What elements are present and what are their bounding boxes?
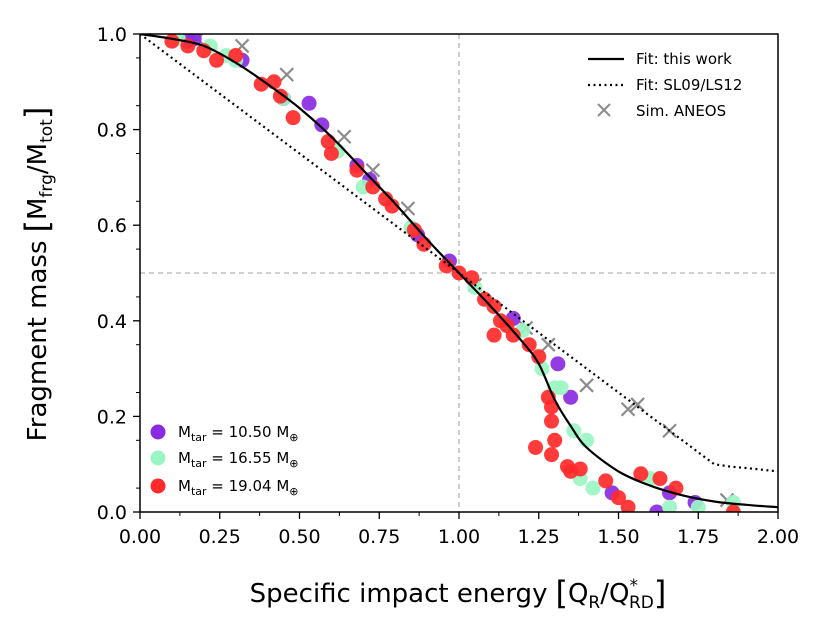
x-tick-label: 2.00 bbox=[757, 526, 799, 548]
scatter-point-series-3 bbox=[164, 34, 180, 49]
x-tick-label: 1.00 bbox=[438, 526, 480, 548]
legend-cross-marker bbox=[597, 103, 611, 117]
x-axis-label-qstar: Q bbox=[609, 579, 629, 609]
legend-fit-sl09: Fit: SL09/LS12 bbox=[636, 76, 742, 94]
scatter-point-series-3 bbox=[209, 52, 225, 68]
scatter-point-series-3 bbox=[633, 466, 649, 482]
scatter-point-series-1 bbox=[301, 95, 317, 111]
scatter-point-series-1 bbox=[314, 117, 330, 133]
scatter-point-series-3 bbox=[486, 298, 502, 314]
x-axis-label-q-sub: R bbox=[588, 593, 600, 613]
y-axis-label-m1-sub: frg bbox=[37, 174, 57, 197]
x-axis-label-q: Q bbox=[568, 579, 588, 609]
aneos-cross-point bbox=[620, 401, 636, 417]
scatter-point-series-3 bbox=[416, 236, 432, 252]
y-axis-label-m2: M bbox=[23, 143, 53, 165]
x-tick-label: 0.50 bbox=[278, 526, 320, 548]
fit-this-work-line bbox=[140, 34, 778, 509]
y-tick-label: 0.2 bbox=[97, 406, 127, 428]
x-tick-label: 0.75 bbox=[358, 526, 400, 548]
x-axis-label-qstar-sub: RD bbox=[629, 593, 654, 613]
scatter-point-series-3 bbox=[505, 327, 521, 343]
scatter-point-series-3 bbox=[563, 463, 579, 479]
scatter-point-series-3 bbox=[544, 447, 560, 463]
fit-sl09-line bbox=[140, 34, 778, 473]
legend-fits: Fit: this work Fit: SL09/LS12 Sim. ANEOS bbox=[588, 50, 742, 120]
legend-mass-dot-2 bbox=[150, 450, 166, 466]
x-tick-label: 0.25 bbox=[199, 526, 241, 548]
aneos-cross-point bbox=[579, 378, 594, 393]
scatter-point-series-3 bbox=[598, 473, 614, 489]
legend-mass-dot-3 bbox=[150, 478, 166, 494]
scatter-point-series-3 bbox=[253, 76, 269, 92]
legend-mass-2: Mtar = 16.55 M⊕ bbox=[178, 449, 299, 470]
x-axis-label-slash: / bbox=[600, 579, 609, 609]
scatter-point-series-3 bbox=[725, 504, 741, 512]
scatter-point-series-3 bbox=[528, 439, 544, 455]
y-axis-label-main: Fragment mass bbox=[23, 241, 53, 442]
fit-curves bbox=[140, 34, 778, 509]
y-axis-label-m1: M bbox=[23, 198, 53, 220]
legend-sim-aneos: Sim. ANEOS bbox=[636, 102, 726, 120]
scatter-point-series-3 bbox=[406, 222, 422, 238]
legend-mass-3: Mtar = 19.04 M⊕ bbox=[178, 477, 299, 498]
scatter-point-series-3 bbox=[323, 146, 339, 161]
scatter-point-series-3 bbox=[272, 88, 288, 104]
y-tick-label: 1.0 bbox=[97, 24, 127, 46]
scatter-point-series-3 bbox=[384, 198, 400, 214]
scatter-point-series-2 bbox=[690, 499, 706, 512]
scatter-point-series-2 bbox=[585, 480, 601, 496]
scatter-point-series-3 bbox=[611, 490, 626, 506]
scatter-point-series-3 bbox=[547, 432, 563, 448]
axis-ticks: 0.00 0.25 0.50 0.75 1.00 1.25 1.50 1.75 2.00 0.0 0… bbox=[97, 24, 799, 548]
scatter-point-series-3 bbox=[544, 413, 560, 429]
x-axis-label-main: Specific impact energy bbox=[250, 579, 548, 609]
x-axis-label-qstar-sup: * bbox=[629, 576, 638, 596]
legend-masses: Mtar = 10.50 M⊕ Mtar = 16.55 M⊕ Mtar = 1… bbox=[150, 423, 299, 498]
scatter-point-series-3 bbox=[531, 349, 547, 365]
x-tick-label: 1.25 bbox=[518, 526, 560, 548]
scatter-point-series-1 bbox=[563, 389, 579, 405]
y-axis-label: Fragment mass[Mfrg/Mtot] bbox=[18, 107, 57, 442]
aneos-cross-point bbox=[279, 67, 295, 82]
y-axis-label-slash: / bbox=[23, 165, 53, 174]
scatter-point-series-2 bbox=[553, 380, 569, 396]
scatter-point-series-3 bbox=[620, 499, 636, 512]
aneos-cross-point bbox=[630, 397, 645, 412]
legend-mass-1: Mtar = 10.50 M⊕ bbox=[178, 423, 299, 444]
x-tick-label: 1.50 bbox=[597, 526, 639, 548]
legend-fit-this-work: Fit: this work bbox=[636, 50, 732, 68]
x-axis-label: Specific impact energy [QR/Q* RD] bbox=[250, 574, 667, 613]
y-axis-label-m2-sub: tot bbox=[37, 119, 57, 143]
scatter-point-series-3 bbox=[521, 337, 537, 353]
y-tick-label: 0.6 bbox=[97, 215, 127, 237]
scatter-point-series-3 bbox=[652, 471, 668, 487]
y-tick-label: 0.8 bbox=[97, 120, 127, 142]
scatter-point-series-3 bbox=[486, 327, 502, 343]
aneos-cross-point bbox=[541, 337, 556, 352]
x-tick-label: 0.00 bbox=[119, 526, 161, 548]
aneos-cross-point bbox=[336, 129, 352, 145]
x-tick-label: 1.75 bbox=[677, 526, 719, 548]
scatter-point-series-3 bbox=[266, 74, 282, 90]
legend-mass-dot-1 bbox=[150, 424, 166, 440]
y-tick-label: 0.0 bbox=[97, 502, 127, 524]
scatter-point-series-1 bbox=[550, 356, 566, 372]
scatter-point-series-2 bbox=[662, 499, 678, 512]
scatter-point-series-3 bbox=[285, 110, 301, 126]
scatter-point-series-1 bbox=[649, 504, 665, 512]
y-tick-label: 0.4 bbox=[97, 311, 127, 333]
